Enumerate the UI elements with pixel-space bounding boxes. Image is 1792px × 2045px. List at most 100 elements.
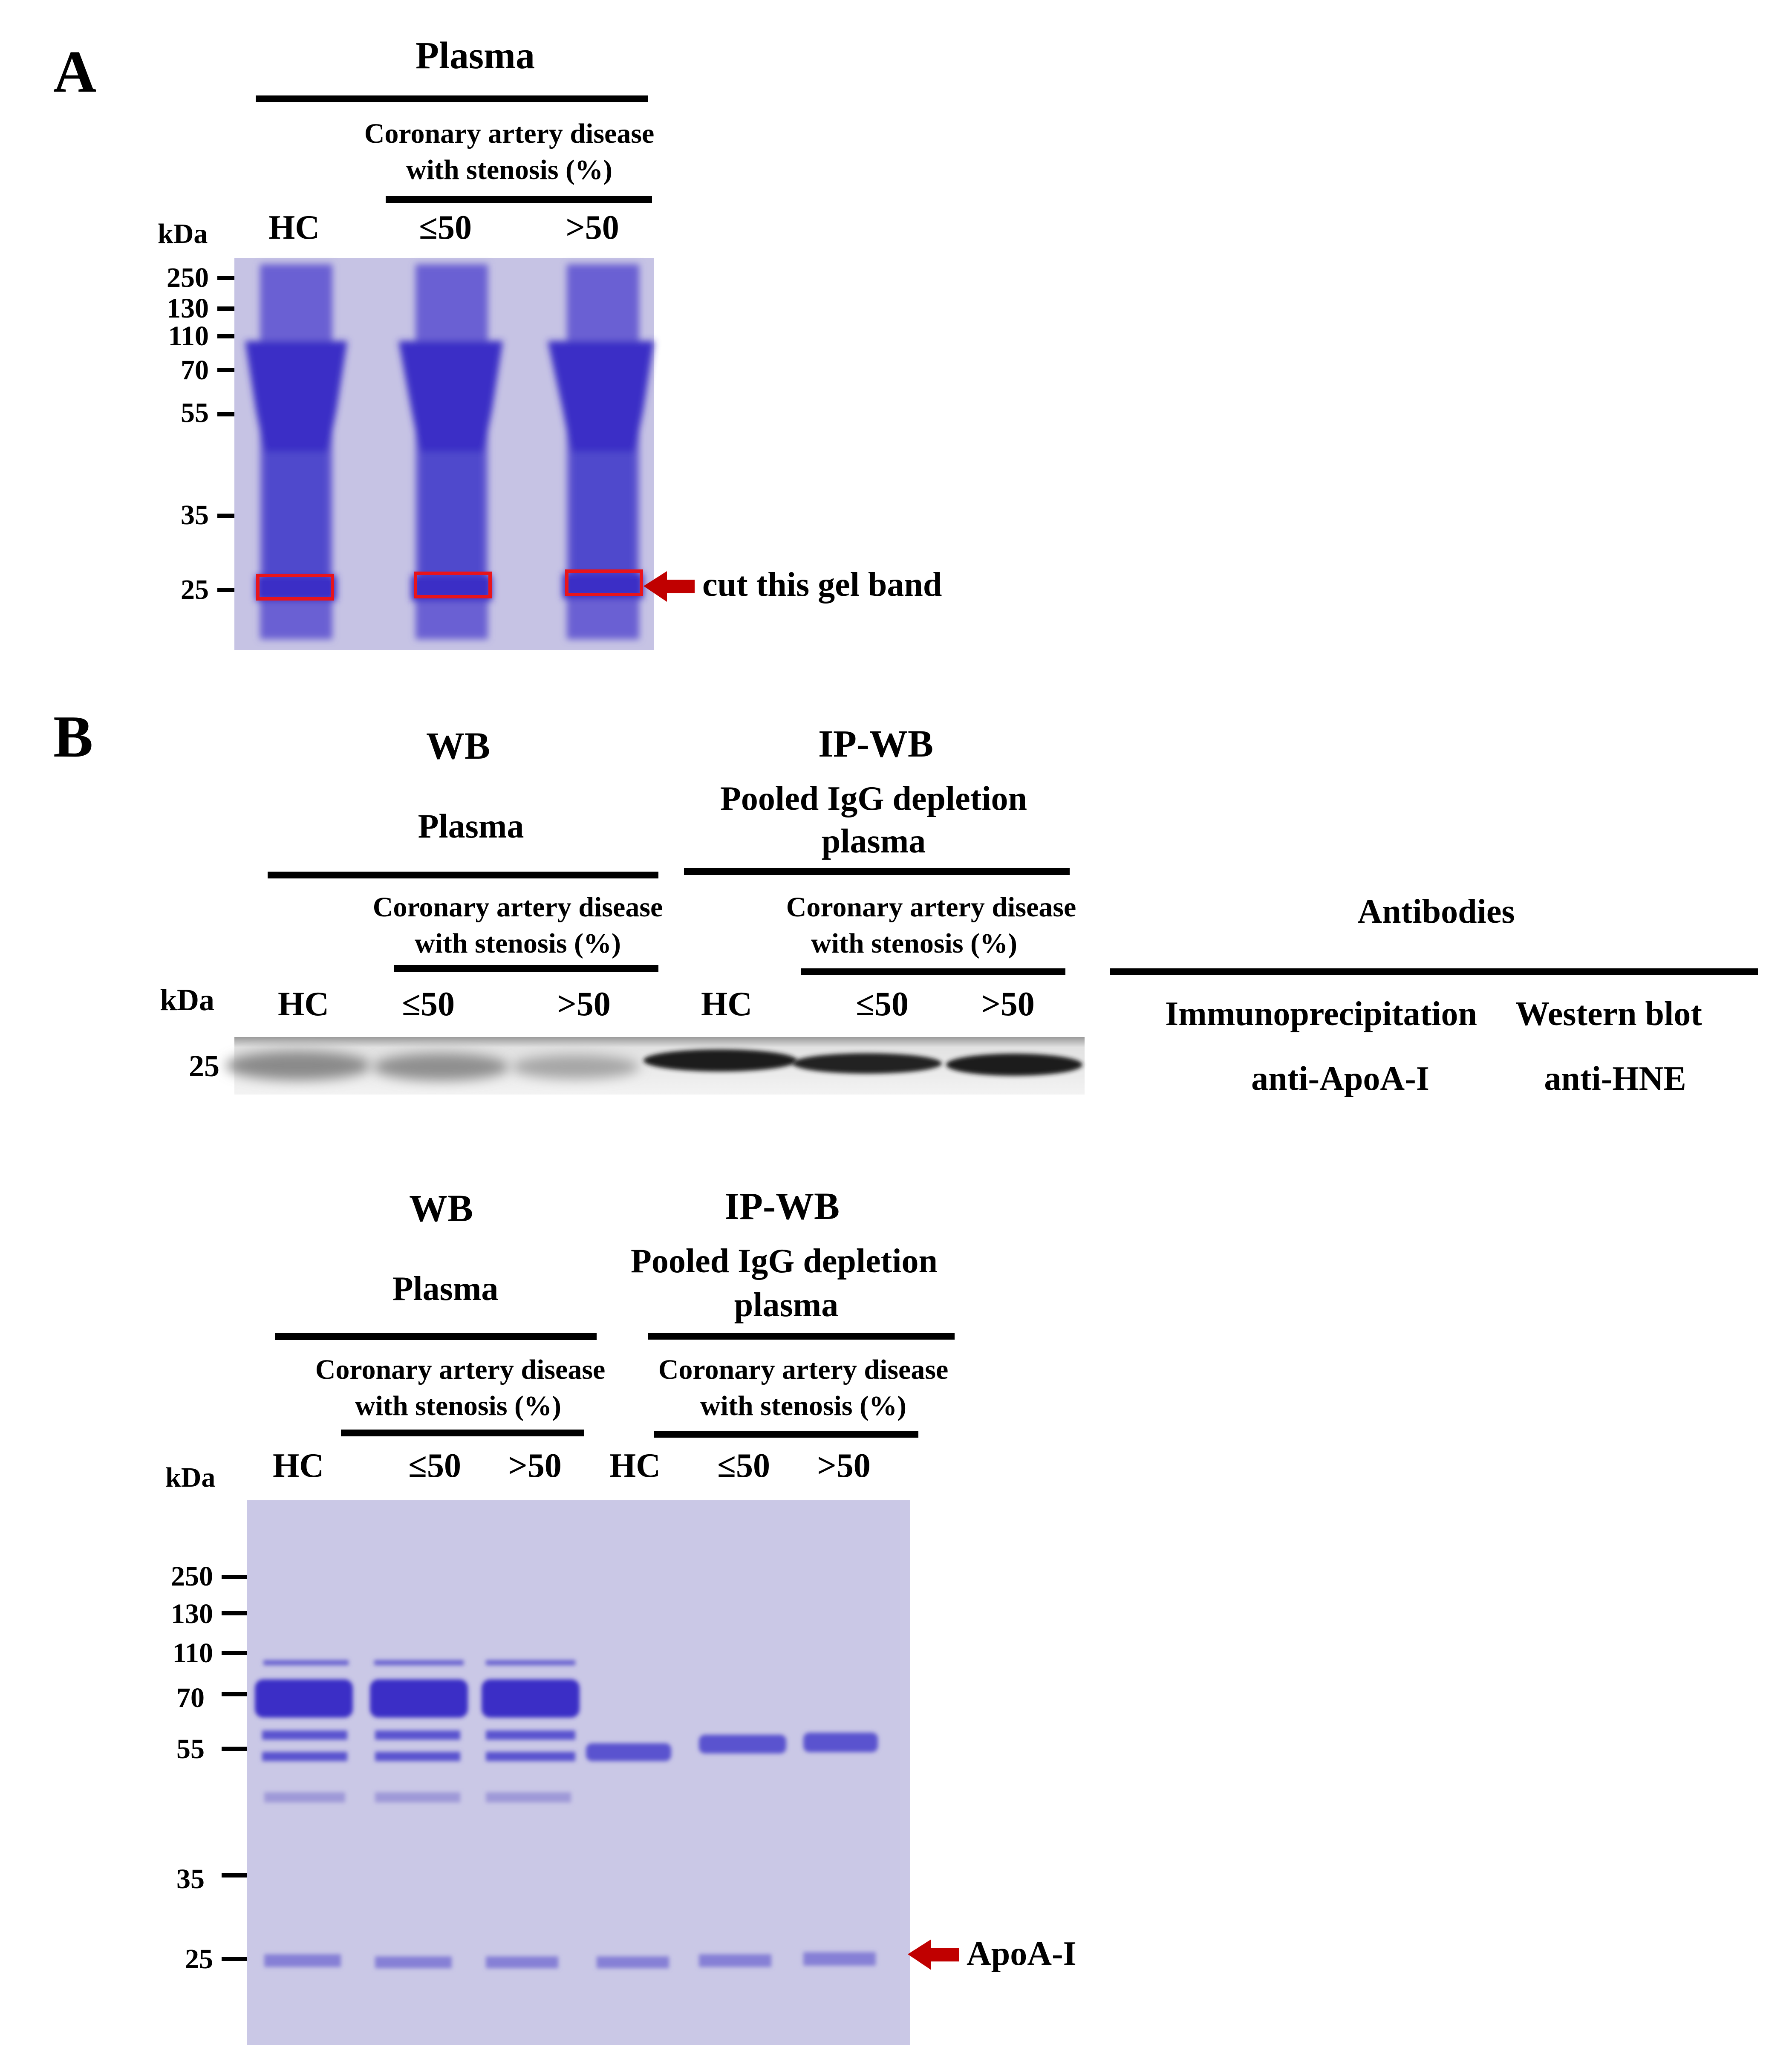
panel-b-bottom-marker-25: 25 [185,1944,213,1975]
panel-a-marker-55: 55 [181,397,209,428]
panel-b-bottom-lane-label-4: HC [609,1447,661,1485]
antibodies-col1-value: anti-ApoA-I [1251,1060,1429,1098]
panel-b-top-marker-25: 25 [189,1049,219,1083]
panel-b-top-ipwb-sample-1: Pooled IgG depletion [720,780,1027,817]
panel-b-top-wb-title: WB [426,725,490,767]
panel-b-bottom-band-3-55a [486,1730,575,1740]
panel-b-top-wb-sample: Plasma [418,808,524,845]
panel-b-bottom-band-1-55a [262,1730,347,1740]
panel-a-marker-35: 35 [181,500,209,531]
panel-a-group-title-2: with stenosis (%) [406,154,612,185]
panel-b-top-band-3 [511,1055,639,1079]
panel-b-bottom-band-2-45 [375,1792,460,1802]
panel-b-top-lane-label-5: ≤50 [856,985,909,1023]
panel-b-bottom-lane-label-5: ≤50 [717,1447,770,1485]
panel-b-bottom-gel-bands [255,1660,878,1968]
panel-a-lane-1 [245,264,347,639]
panel-a-annotation: cut this gel band [702,566,942,604]
panel-b-bottom-gel [247,1500,910,2045]
panel-a-label: A [53,39,96,105]
panel-b-bottom-band-5-25 [699,1954,771,1967]
panel-a-marker-110: 110 [168,321,209,352]
panel-b-bottom-lane-label-6: >50 [817,1447,871,1485]
panel-b-bottom-ipwb-title: IP-WB [724,1185,840,1228]
panel-b-bottom-group-title-wb-1: Coronary artery disease [315,1354,606,1385]
panel-a-marker-70: 70 [181,355,209,386]
panel-b-bottom-band-2-55a [375,1730,460,1740]
panel-b-bottom-band-6-55 [803,1733,878,1752]
panel-b-top-band-5 [793,1053,942,1074]
panel-b-bottom-lane-label-1: HC [273,1447,324,1485]
panel-b-bottom-group-title-ip-1: Coronary artery disease [658,1354,949,1385]
panel-b-bottom-band-1-110 [263,1660,349,1665]
antibodies-col1-header: Immunoprecipitation [1165,995,1477,1033]
panel-b-bottom-band-5-55 [699,1735,786,1753]
panel-b-bottom-band-2-55b [375,1752,460,1761]
panel-b-bottom-kda-label: kDa [165,1462,215,1493]
panel-b-bottom-arrow-icon [908,1939,959,1970]
panel-b-bottom-marker-130: 130 [171,1598,213,1629]
panel-b-top-group-title-wb-2: with stenosis (%) [415,928,621,959]
panel-b-bottom-band-4-55 [586,1743,671,1761]
panel-b-top-ipwb-sample-2: plasma [822,823,926,860]
panel-b-top-lane-label-3: >50 [557,985,611,1023]
panel-b-bottom-annotation: ApoA-I [967,1935,1076,1973]
panel-b-bottom-band-4-25 [597,1956,669,1968]
panel-b-bottom-ipwb-sample-2: plasma [734,1286,839,1324]
panel-b-bottom-marker-35: 35 [176,1863,205,1895]
panel-b-bottom-marker-250: 250 [171,1561,213,1592]
panel-b-top-group-title-ip-1: Coronary artery disease [786,892,1076,923]
antibodies-col2-value: anti-HNE [1544,1060,1686,1098]
panel-a-sample-title: Plasma [416,35,535,77]
panel-a-marker-250: 250 [167,262,209,293]
panel-b-bottom-band-1-55b [262,1752,347,1761]
panel-b-top-group-title-ip-2: with stenosis (%) [811,928,1017,959]
panel-a-marker-130: 130 [167,293,209,324]
panel-b-top-lane-label-4: HC [701,985,752,1023]
panel-b-bottom-band-1-70 [255,1679,353,1718]
panel-a-arrow-icon [644,571,695,602]
panel-b-bottom-band-3-110 [486,1660,575,1665]
panel-b-bottom-wb-title: WB [409,1187,473,1230]
panel-a-lanes [245,264,654,639]
panel-b-bottom-band-2-70 [370,1679,468,1718]
panel-b-bottom-band-1-45 [264,1792,345,1802]
panel-b-bottom-band-3-70 [482,1679,580,1718]
panel-a-marker-25: 25 [181,574,209,605]
panel-b-top-lane-label-6: >50 [981,985,1035,1023]
panel-b-bottom-lane-label-2: ≤50 [408,1447,461,1485]
panel-b-bottom-wb-sample: Plasma [392,1270,499,1308]
panel-b-top-ipwb-title: IP-WB [818,723,933,765]
panel-b-top-group-title-wb-1: Coronary artery disease [373,892,663,923]
panel-b-top: B WB Plasma IP-WB Pooled IgG depletion p… [53,704,1758,1098]
panel-b-top-band-6 [946,1054,1082,1076]
panel-a-cut-box-3 [565,569,643,596]
panel-a-lane-label-2: ≤50 [419,209,472,246]
panel-b-bottom: WB Plasma IP-WB Pooled IgG depletion pla… [165,1185,1076,2045]
panel-b-bottom-marker-55: 55 [176,1733,205,1765]
panel-b-bottom-group-title-ip-2: with stenosis (%) [700,1390,906,1421]
panel-b-bottom-lane-label-3: >50 [508,1447,562,1485]
panel-b-top-lane-label-2: ≤50 [402,985,455,1023]
panel-b-bottom-markers: 250 130 110 70 55 35 25 [171,1561,247,1975]
antibodies-title: Antibodies [1358,893,1515,930]
panel-a-group-title-1: Coronary artery disease [364,118,655,149]
panel-b-bottom-marker-110: 110 [173,1638,213,1669]
panel-a-cut-box-1 [256,574,334,601]
panel-b-top-blot-bands [226,1049,1082,1080]
panel-b-bottom-band-6-25 [803,1952,876,1966]
panel-b-bottom-band-3-55b [486,1752,575,1761]
panel-b-bottom-band-3-25 [486,1956,558,1968]
panel-a-lane-2 [398,264,503,639]
panel-a-lane-3 [548,264,654,639]
panel-b-label: B [53,704,93,770]
antibodies-table: Antibodies Immunoprecipitation Western b… [1110,893,1758,1098]
panel-b-top-kda-label: kDa [160,983,214,1017]
panel-b-bottom-ipwb-sample-1: Pooled IgG depletion [631,1242,938,1280]
panel-a-kda-label: kDa [158,218,208,249]
panel-b-top-lane-label-1: HC [278,985,329,1023]
panel-a-markers: 250 130 110 70 55 35 25 [167,262,234,605]
panel-b-bottom-band-3-45 [486,1792,571,1802]
panel-b-top-band-2 [373,1053,509,1080]
